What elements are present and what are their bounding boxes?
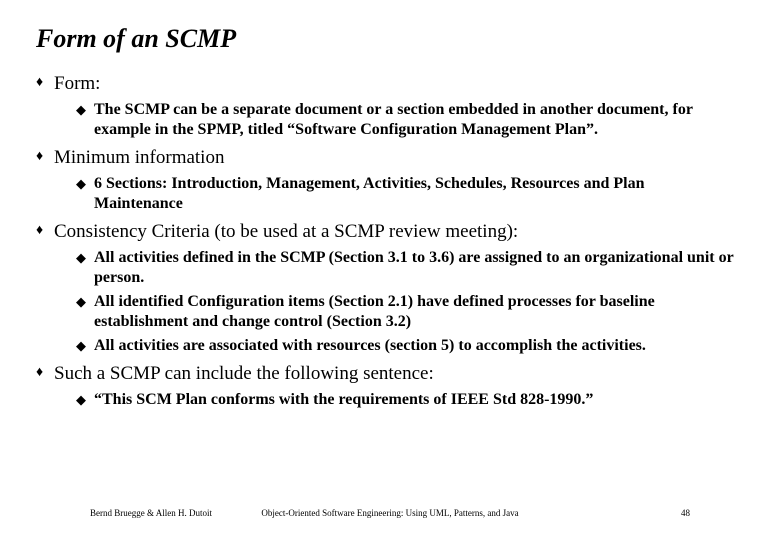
- list-item-label: Consistency Criteria (to be used at a SC…: [54, 220, 518, 244]
- sublist-item: ◆ All activities are associated with res…: [76, 336, 744, 356]
- sublist-item-text: 6 Sections: Introduction, Management, Ac…: [94, 174, 734, 214]
- footer-page-number: 48: [523, 508, 780, 518]
- footer-book-title: Object-Oriented Software Engineering: Us…: [257, 508, 522, 518]
- diamond-bullet-icon: ◆: [76, 100, 94, 120]
- diamond-bullet-icon: ◆: [76, 292, 94, 312]
- diamond-bullet-icon: ♦: [36, 362, 54, 384]
- sublist-item-text: All activities defined in the SCMP (Sect…: [94, 248, 734, 288]
- list-item: ♦ Such a SCMP can include the following …: [36, 362, 744, 386]
- diamond-bullet-icon: ♦: [36, 72, 54, 94]
- diamond-bullet-icon: ◆: [76, 248, 94, 268]
- sublist-item-text: All activities are associated with resou…: [94, 336, 646, 356]
- list-item-label: Form:: [54, 72, 100, 96]
- diamond-bullet-icon: ♦: [36, 220, 54, 242]
- diamond-bullet-icon: ◆: [76, 174, 94, 194]
- slide-footer: Bernd Bruegge & Allen H. Dutoit Object-O…: [0, 508, 780, 518]
- list-item: ♦ Minimum information: [36, 146, 744, 170]
- sublist-item: ◆ All activities defined in the SCMP (Se…: [76, 248, 744, 288]
- sublist-item: ◆ 6 Sections: Introduction, Management, …: [76, 174, 744, 214]
- list-item: ♦ Form:: [36, 72, 744, 96]
- sublist-item: ◆ All identified Configuration items (Se…: [76, 292, 744, 332]
- diamond-bullet-icon: ♦: [36, 146, 54, 168]
- slide: Form of an SCMP ♦ Form: ◆ The SCMP can b…: [0, 0, 780, 540]
- slide-title: Form of an SCMP: [36, 24, 744, 54]
- sublist-item-text: “This SCM Plan conforms with the require…: [94, 390, 593, 410]
- diamond-bullet-icon: ◆: [76, 390, 94, 410]
- sublist-item-text: The SCMP can be a separate document or a…: [94, 100, 734, 140]
- sublist-item: ◆ The SCMP can be a separate document or…: [76, 100, 744, 140]
- diamond-bullet-icon: ◆: [76, 336, 94, 356]
- sublist-item: ◆ “This SCM Plan conforms with the requi…: [76, 390, 744, 410]
- list-item-label: Minimum information: [54, 146, 224, 170]
- list-item: ♦ Consistency Criteria (to be used at a …: [36, 220, 744, 244]
- list-item-label: Such a SCMP can include the following se…: [54, 362, 434, 386]
- sublist-item-text: All identified Configuration items (Sect…: [94, 292, 734, 332]
- footer-authors: Bernd Bruegge & Allen H. Dutoit: [0, 508, 257, 518]
